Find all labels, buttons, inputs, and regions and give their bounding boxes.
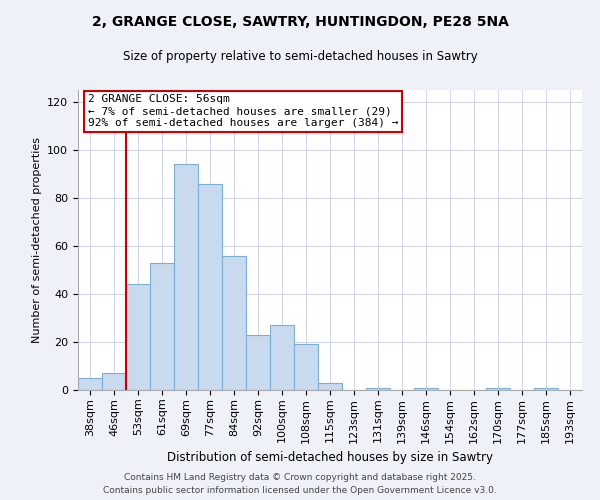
Bar bbox=[414, 388, 438, 390]
Bar bbox=[318, 383, 342, 390]
Bar bbox=[198, 184, 222, 390]
X-axis label: Distribution of semi-detached houses by size in Sawtry: Distribution of semi-detached houses by … bbox=[167, 451, 493, 464]
Text: Contains public sector information licensed under the Open Government Licence v3: Contains public sector information licen… bbox=[103, 486, 497, 495]
Bar bbox=[102, 373, 126, 390]
Bar bbox=[270, 325, 294, 390]
Bar bbox=[126, 284, 150, 390]
Bar bbox=[246, 335, 270, 390]
Text: Size of property relative to semi-detached houses in Sawtry: Size of property relative to semi-detach… bbox=[122, 50, 478, 63]
Bar bbox=[78, 378, 102, 390]
Text: 2, GRANGE CLOSE, SAWTRY, HUNTINGDON, PE28 5NA: 2, GRANGE CLOSE, SAWTRY, HUNTINGDON, PE2… bbox=[92, 15, 508, 29]
Bar bbox=[294, 344, 318, 390]
Bar bbox=[486, 388, 510, 390]
Bar bbox=[174, 164, 198, 390]
Bar bbox=[366, 388, 390, 390]
Bar bbox=[534, 388, 558, 390]
Text: 2 GRANGE CLOSE: 56sqm
← 7% of semi-detached houses are smaller (29)
92% of semi-: 2 GRANGE CLOSE: 56sqm ← 7% of semi-detac… bbox=[88, 94, 398, 128]
Bar bbox=[150, 263, 174, 390]
Text: Contains HM Land Registry data © Crown copyright and database right 2025.: Contains HM Land Registry data © Crown c… bbox=[124, 472, 476, 482]
Bar bbox=[222, 256, 246, 390]
Y-axis label: Number of semi-detached properties: Number of semi-detached properties bbox=[32, 137, 41, 343]
